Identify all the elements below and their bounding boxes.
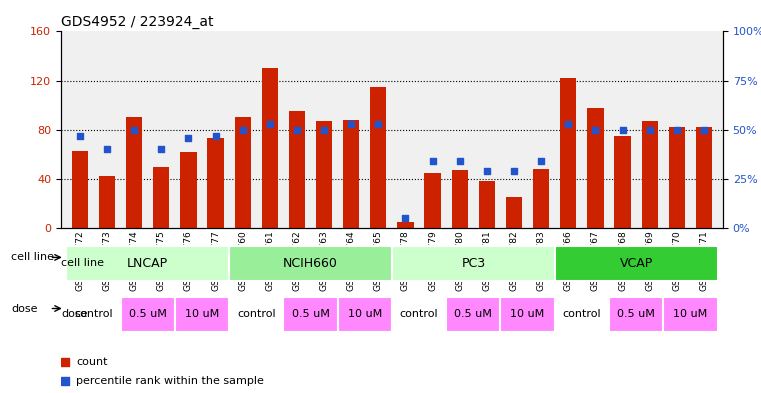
- FancyBboxPatch shape: [555, 297, 609, 332]
- Point: [345, 121, 358, 127]
- Point: [209, 132, 221, 139]
- Bar: [234, 118, 251, 228]
- Text: LNCAP: LNCAP: [127, 257, 168, 270]
- Bar: [72, 151, 88, 228]
- Bar: [614, 136, 631, 228]
- Text: cell line: cell line: [11, 252, 55, 263]
- Point: [400, 215, 412, 221]
- Bar: [126, 118, 142, 228]
- Point: [562, 121, 575, 127]
- FancyBboxPatch shape: [229, 297, 283, 332]
- Bar: [506, 197, 522, 228]
- Point: [279, 295, 291, 301]
- Point: [237, 127, 249, 133]
- Point: [426, 158, 438, 164]
- Text: control: control: [562, 309, 601, 320]
- FancyBboxPatch shape: [555, 246, 718, 281]
- Bar: [696, 127, 712, 228]
- FancyBboxPatch shape: [66, 246, 229, 281]
- FancyBboxPatch shape: [175, 297, 229, 332]
- Text: cell line: cell line: [62, 258, 104, 268]
- Point: [264, 121, 276, 127]
- Bar: [208, 138, 224, 228]
- Point: [481, 168, 493, 174]
- Bar: [560, 78, 576, 228]
- Text: control: control: [74, 309, 113, 320]
- Text: percentile rank within the sample: percentile rank within the sample: [76, 376, 264, 386]
- Bar: [642, 121, 658, 228]
- Point: [318, 127, 330, 133]
- Text: control: control: [400, 309, 438, 320]
- Text: 0.5 uM: 0.5 uM: [454, 309, 492, 320]
- Point: [616, 127, 629, 133]
- Point: [670, 127, 683, 133]
- Point: [291, 127, 303, 133]
- FancyBboxPatch shape: [664, 297, 718, 332]
- FancyBboxPatch shape: [229, 246, 392, 281]
- FancyBboxPatch shape: [609, 297, 664, 332]
- Text: GDS4952 / 223924_at: GDS4952 / 223924_at: [61, 15, 213, 29]
- Bar: [180, 152, 196, 228]
- Bar: [669, 127, 685, 228]
- Point: [535, 158, 547, 164]
- FancyBboxPatch shape: [392, 297, 446, 332]
- Point: [128, 127, 140, 133]
- Text: count: count: [76, 356, 107, 367]
- Text: control: control: [237, 309, 275, 320]
- Bar: [451, 170, 468, 228]
- Text: 0.5 uM: 0.5 uM: [129, 309, 167, 320]
- Bar: [289, 111, 305, 228]
- Bar: [343, 120, 359, 228]
- Point: [698, 127, 710, 133]
- Text: 0.5 uM: 0.5 uM: [617, 309, 655, 320]
- Text: dose: dose: [11, 303, 38, 314]
- FancyBboxPatch shape: [66, 297, 120, 332]
- FancyBboxPatch shape: [446, 297, 501, 332]
- FancyBboxPatch shape: [120, 297, 175, 332]
- Text: 0.5 uM: 0.5 uM: [291, 309, 330, 320]
- Text: PC3: PC3: [461, 257, 486, 270]
- Point: [155, 146, 167, 152]
- Bar: [397, 222, 414, 228]
- Bar: [533, 169, 549, 228]
- Bar: [587, 108, 603, 228]
- Bar: [153, 167, 170, 228]
- Bar: [479, 181, 495, 228]
- FancyBboxPatch shape: [338, 297, 392, 332]
- Point: [644, 127, 656, 133]
- Bar: [370, 87, 387, 228]
- Bar: [425, 173, 441, 228]
- Text: NCIH660: NCIH660: [283, 257, 338, 270]
- Text: 10 uM: 10 uM: [673, 309, 708, 320]
- Bar: [99, 176, 115, 228]
- Point: [508, 168, 520, 174]
- Point: [101, 146, 113, 152]
- Bar: [316, 121, 333, 228]
- Bar: [262, 68, 278, 228]
- FancyBboxPatch shape: [392, 246, 555, 281]
- Point: [279, 116, 291, 123]
- Point: [74, 132, 86, 139]
- Point: [454, 158, 466, 164]
- Text: 10 uM: 10 uM: [511, 309, 545, 320]
- Text: 10 uM: 10 uM: [348, 309, 382, 320]
- FancyBboxPatch shape: [501, 297, 555, 332]
- Text: VCAP: VCAP: [619, 257, 653, 270]
- FancyBboxPatch shape: [283, 297, 338, 332]
- Point: [589, 127, 601, 133]
- Text: dose: dose: [62, 309, 88, 320]
- Point: [183, 134, 195, 141]
- Text: 10 uM: 10 uM: [185, 309, 219, 320]
- Point: [372, 121, 384, 127]
